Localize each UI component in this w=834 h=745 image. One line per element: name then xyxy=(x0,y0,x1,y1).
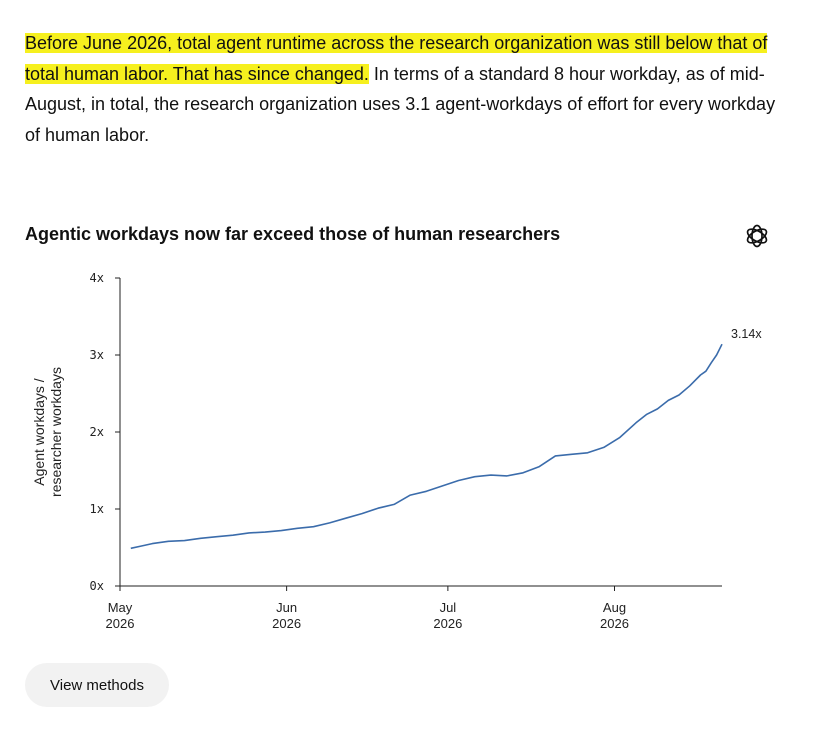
openai-logo-icon xyxy=(746,224,768,248)
y-axis: 0x 1x 2x 3x 4x xyxy=(90,271,121,593)
x-tick-label: 2026 xyxy=(433,616,462,631)
line-chart: Agent workdays / researcher workdays 0x 1x… xyxy=(31,271,762,631)
intro-paragraph: Before June 2026, total agent runtime ac… xyxy=(25,28,785,150)
series-line xyxy=(130,343,723,550)
x-tick-label: 2026 xyxy=(106,616,135,631)
chart-title: Agentic workdays now far exceed those of… xyxy=(25,224,561,244)
end-value-label: 3.14x xyxy=(731,327,762,341)
intro-text: In terms of a standard 8 hour workday, a… xyxy=(25,63,776,145)
y-axis-title-line: researcher workdays xyxy=(48,367,64,497)
series-layer: 3.14x xyxy=(130,327,762,550)
y-tick-label: 3x xyxy=(90,348,104,362)
y-tick-label: 1x xyxy=(90,502,104,516)
view-methods-button[interactable]: View methods xyxy=(25,663,169,707)
y-axis-title: Agent workdays / researcher workdays xyxy=(31,367,64,497)
x-tick-label: Jul xyxy=(440,600,457,615)
x-tick-label: Aug xyxy=(603,600,626,615)
y-tick-label: 0x xyxy=(90,579,104,593)
y-axis-title-line: Agent workdays / xyxy=(31,378,47,485)
x-tick-label: May xyxy=(108,600,133,615)
x-tick-label: 2026 xyxy=(272,616,301,631)
x-tick-label: Jun xyxy=(276,600,297,615)
x-tick-label: 2026 xyxy=(600,616,629,631)
y-tick-label: 4x xyxy=(90,271,104,285)
y-tick-label: 2x xyxy=(90,425,104,439)
